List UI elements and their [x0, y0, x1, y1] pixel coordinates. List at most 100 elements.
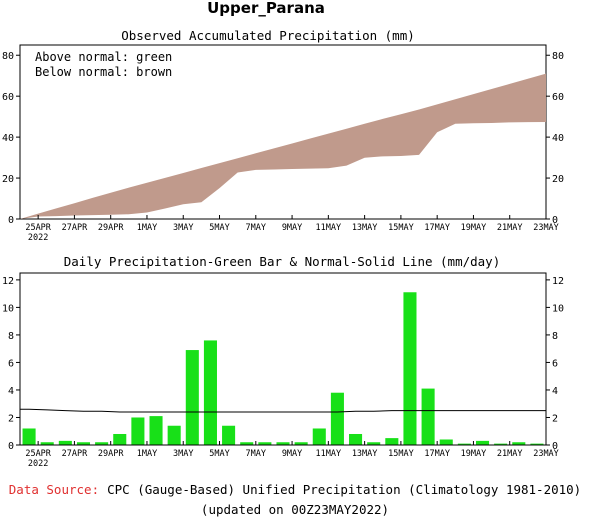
y-tick-label: 20: [552, 174, 564, 185]
y-tick-label: 80: [2, 51, 14, 62]
daily-bar: [276, 442, 290, 445]
x-tick-label: 15MAY: [388, 223, 414, 233]
x-tick-label: 17MAY: [424, 223, 450, 233]
daily-bar: [475, 440, 490, 445]
daily-bar: [349, 433, 363, 445]
x-tick-label: 9MAY: [282, 223, 302, 233]
data-source-line: Data Source: CPC (Gauge-Based) Unified Pr…: [9, 482, 581, 497]
x-tick-label: 7MAY: [246, 223, 266, 233]
below-normal-area: [20, 73, 546, 220]
x-tick-label: 3MAY: [173, 223, 193, 233]
y-tick-label: 8: [552, 331, 558, 342]
daily-bar: [457, 443, 471, 445]
x-tick-label: 1MAY: [137, 449, 157, 459]
y-tick-label: 40: [2, 133, 14, 144]
x-tick-label: 7MAY: [246, 449, 266, 459]
x-tick-label: 13MAY: [352, 449, 378, 459]
daily-bar: [494, 443, 508, 445]
daily-bar: [439, 439, 453, 445]
y-tick-label: 20: [2, 174, 14, 185]
top-y-axis-right: 0 20 40 60 80: [546, 51, 564, 226]
y-tick-label: 60: [552, 92, 564, 103]
y-tick-label: 2: [552, 413, 558, 424]
accumulated-area: [20, 73, 546, 220]
x-tick-label: 13MAY: [352, 223, 378, 233]
x-tick-label: 21MAY: [497, 223, 523, 233]
y-tick-label: 40: [552, 133, 564, 144]
bottom-panel-frame: [19, 272, 547, 446]
x-tick-label: 9MAY: [282, 449, 302, 459]
y-tick-label: 0: [552, 215, 558, 226]
daily-bar: [330, 392, 344, 445]
y-tick-label: 12: [2, 276, 14, 287]
daily-bar: [512, 442, 526, 445]
bottom-panel-title: Daily Precipitation-Green Bar & Normal-S…: [64, 254, 501, 269]
y-tick-label: 4: [552, 386, 558, 397]
daily-bars: [22, 292, 544, 445]
y-tick-label: 10: [552, 303, 564, 314]
bottom-y-axis-left: 0 2 4 6 8 10 12: [2, 276, 20, 452]
x-tick-label: 15MAY: [388, 449, 414, 459]
x-tick-label: 5MAY: [209, 223, 229, 233]
y-tick-label: 0: [8, 215, 14, 226]
x-tick-label: 23MAY: [533, 223, 559, 233]
accumulated-precip-panel: 0 20 40 60 80 0 20 40 60 80 25APR 27APR 29APR 1MAY 3…: [2, 44, 564, 243]
daily-bar: [385, 438, 399, 445]
daily-bar: [76, 442, 91, 445]
x-tick-label: 3MAY: [173, 449, 193, 459]
chart-title: Upper_Parana: [207, 0, 325, 17]
y-tick-label: 4: [8, 386, 14, 397]
daily-bar: [203, 340, 217, 445]
y-tick-label: 80: [552, 51, 564, 62]
daily-bar: [421, 388, 435, 445]
data-source-text: CPC (Gauge-Based) Unified Precipitation …: [107, 482, 581, 497]
x-tick-label: 11MAY: [316, 223, 342, 233]
bottom-x-axis: 25APR 27APR 29APR 1MAY 3MAY 5MAY 7MAY 9MAY 11MAY…: [25, 441, 559, 469]
daily-bar: [40, 442, 54, 445]
daily-bar: [95, 442, 109, 445]
daily-bar: [58, 440, 72, 445]
y-tick-label: 0: [552, 441, 558, 452]
x-tick-label: 25APR: [25, 449, 51, 459]
daily-precip-panel: 0 2 4 6 8 10 12 0 2 4 6 8 10 12 25APR 27APR 29APR 1MAY 3…: [2, 272, 564, 469]
x-tick-label: 5MAY: [209, 449, 229, 459]
updated-note: (updated on 00Z23MAY2022): [201, 502, 389, 517]
y-tick-label: 0: [8, 441, 14, 452]
legend-below-normal: Below normal: brown: [35, 65, 172, 79]
x-tick-label: 1MAY: [137, 223, 157, 233]
daily-bar: [113, 433, 127, 445]
x-tick-label: 17MAY: [424, 449, 450, 459]
y-tick-label: 2: [8, 413, 14, 424]
legend-above-normal: Above normal: green: [35, 50, 172, 64]
bottom-y-axis-right: 0 2 4 6 8 10 12: [546, 276, 564, 452]
daily-bar: [167, 425, 181, 445]
daily-bar: [222, 425, 236, 445]
top-x-axis: 25APR 27APR 29APR 1MAY 3MAY 5MAY 7MAY 9MAY 11MAY…: [25, 215, 559, 243]
y-tick-label: 6: [8, 358, 14, 369]
x-tick-label: 23MAY: [533, 449, 559, 459]
y-tick-label: 60: [2, 92, 14, 103]
daily-bar: [22, 428, 36, 445]
top-panel-frame: [19, 44, 547, 220]
y-tick-label: 12: [552, 276, 564, 287]
daily-bar: [312, 428, 326, 445]
y-tick-label: 10: [2, 303, 14, 314]
x-tick-label: 19MAY: [461, 449, 487, 459]
top-panel-title: Observed Accumulated Precipitation (mm): [121, 28, 415, 43]
daily-bar: [367, 442, 381, 445]
daily-bar: [294, 442, 308, 445]
daily-bar: [149, 416, 163, 445]
x-year-label: 2022: [28, 459, 48, 469]
x-tick-label: 29APR: [98, 223, 124, 233]
x-tick-label: 21MAY: [497, 449, 523, 459]
y-tick-label: 8: [8, 331, 14, 342]
data-source-label: Data Source:: [9, 482, 99, 497]
x-year-label: 2022: [28, 233, 48, 243]
daily-bar: [185, 350, 199, 445]
daily-bar: [131, 417, 145, 445]
daily-bar: [530, 443, 544, 445]
top-y-axis-left: 0 20 40 60 80: [2, 51, 20, 226]
x-tick-label: 19MAY: [461, 223, 487, 233]
x-tick-label: 29APR: [98, 449, 124, 459]
